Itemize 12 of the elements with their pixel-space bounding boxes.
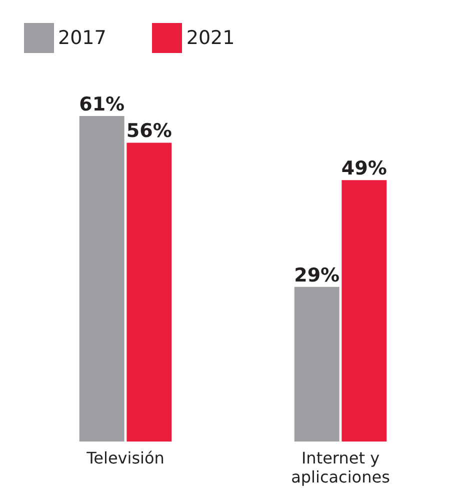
bar [342,180,387,442]
bar [126,142,172,442]
data-label: 29% [294,264,340,286]
data-label: 61% [79,93,125,116]
legend-label: 2021 [186,27,235,49]
legend-label: 2017 [58,27,106,49]
x-tick-label: Televisión [86,448,164,468]
data-label: 56% [126,120,172,142]
data-label: 49% [341,158,387,180]
x-tick-label: Internet y aplicaciones [291,448,390,487]
bar [294,286,340,442]
bar [79,116,124,442]
